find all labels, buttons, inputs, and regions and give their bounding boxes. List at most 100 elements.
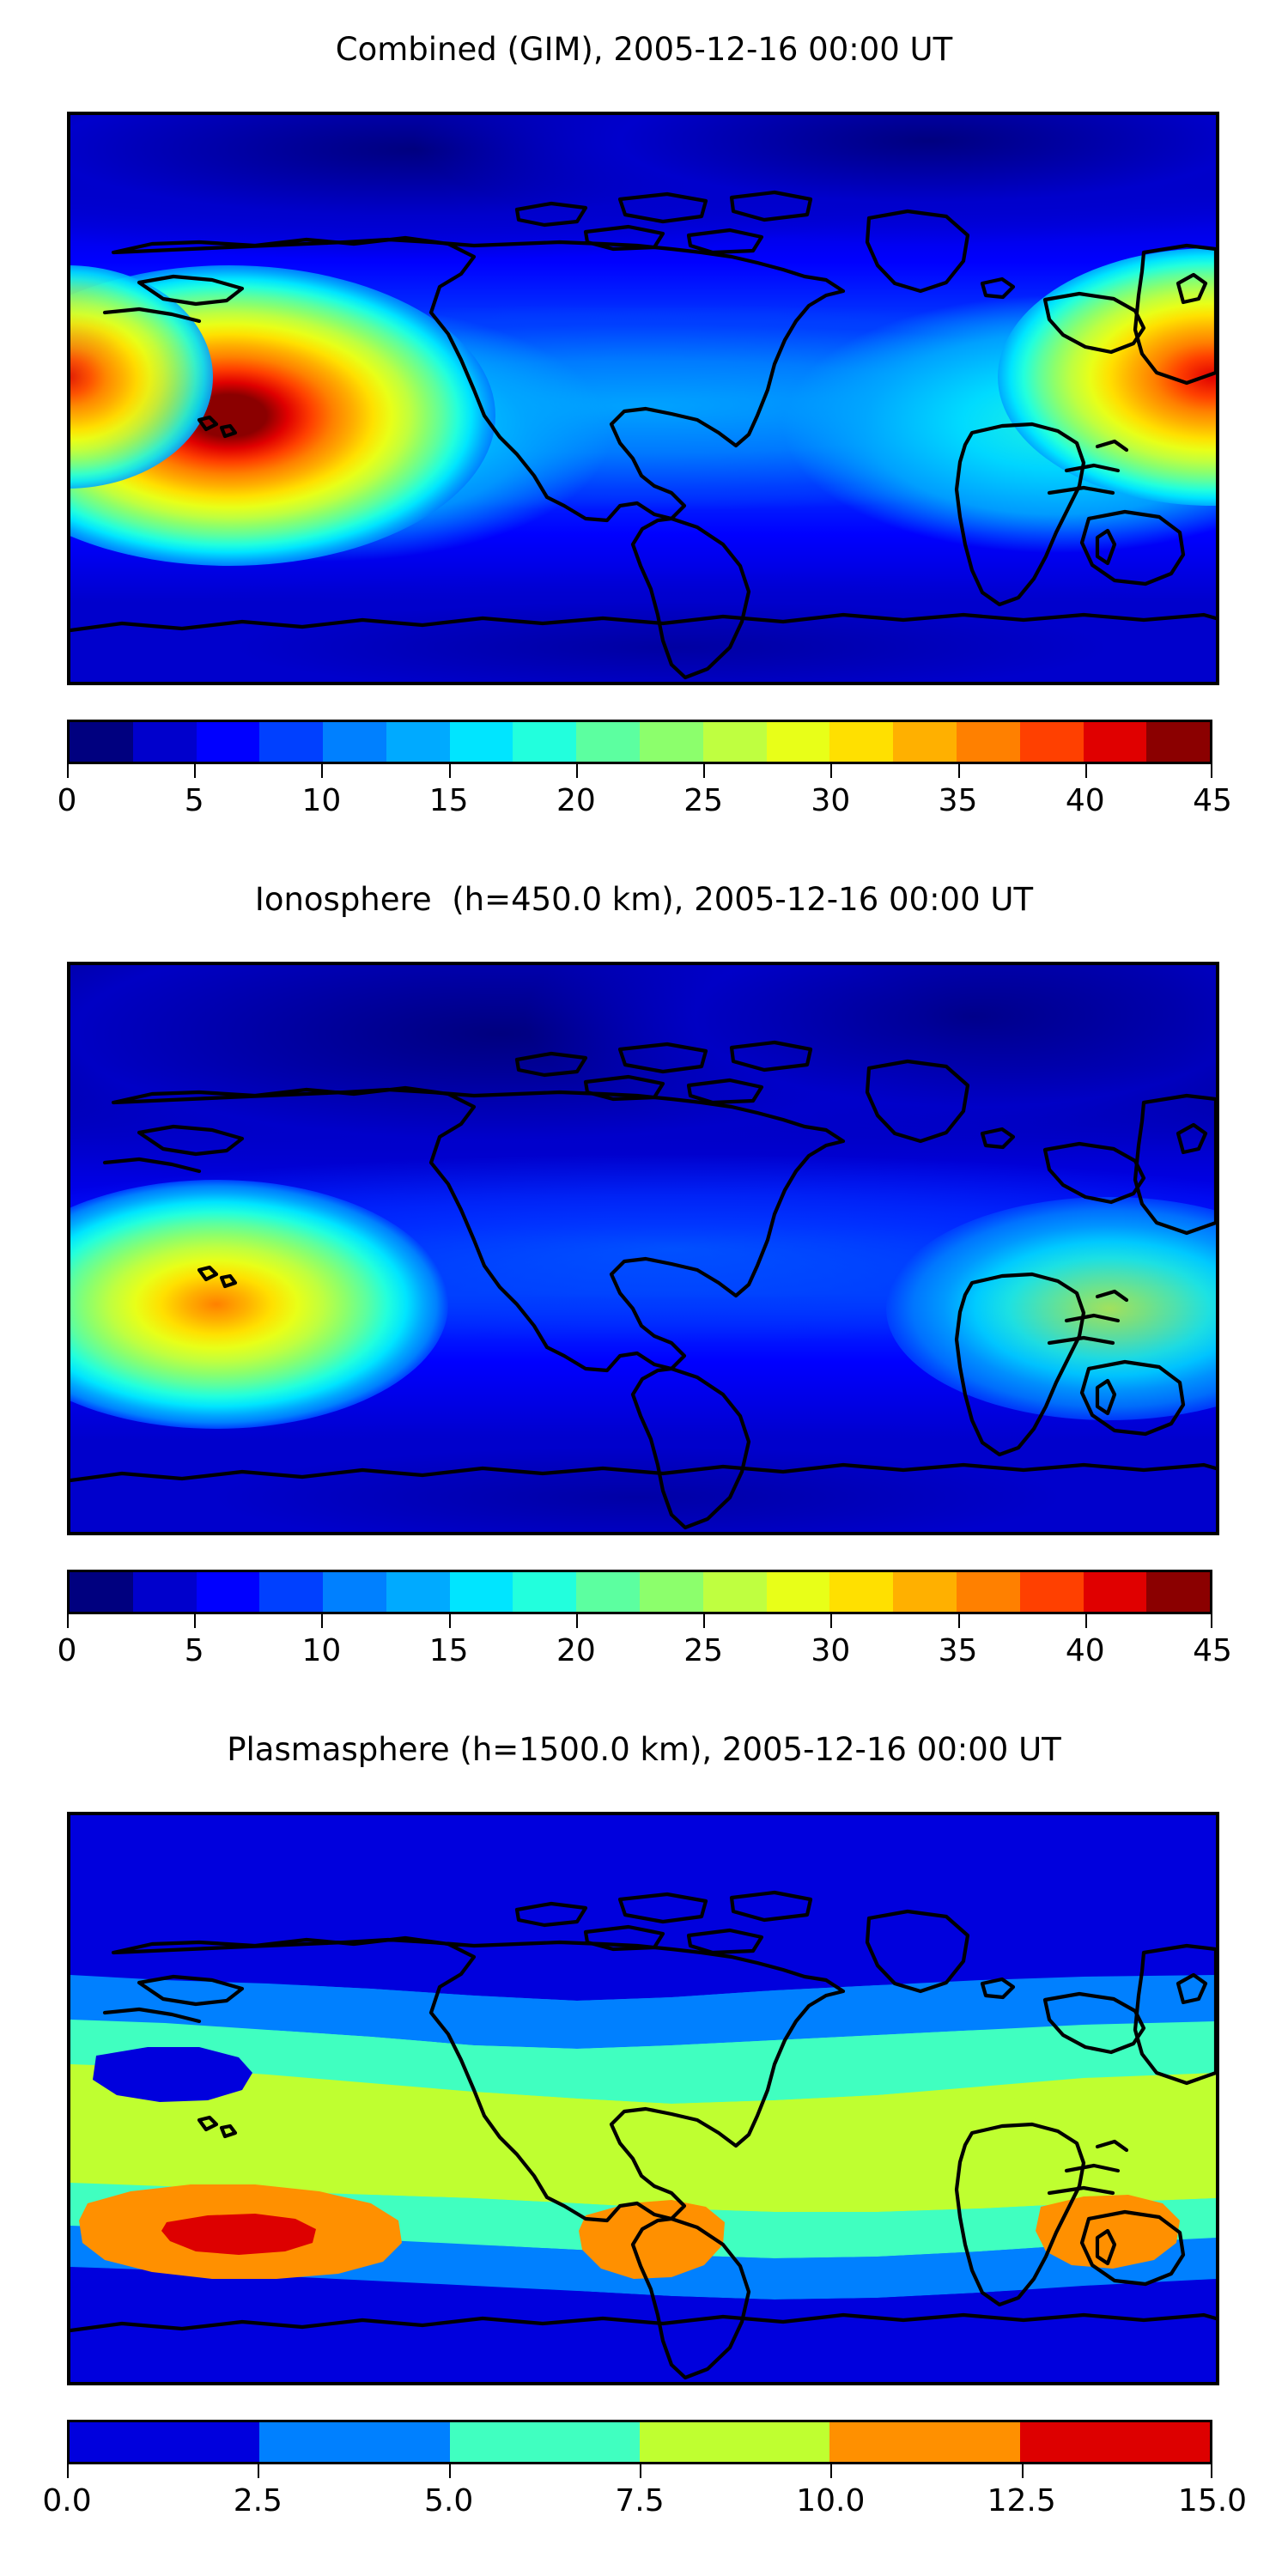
colorbar-tick-label-2: 10	[301, 1633, 342, 1668]
colorbar-tick-label-3: 15	[428, 783, 469, 818]
colorbar-segment-14	[956, 722, 1020, 762]
colorbar-tick-label-0: 0.0	[42, 2483, 92, 2518]
colorbar-segment-5	[386, 1572, 450, 1612]
colorbar-tick-9	[1211, 764, 1212, 778]
colorbar-tick-label-1: 5	[184, 1633, 204, 1668]
colorbar-tick-1	[258, 2464, 260, 2478]
colorbar-tick-4	[575, 764, 578, 778]
colorbar-segment-16	[1083, 1572, 1147, 1612]
colorbar-segment-4	[323, 1572, 386, 1612]
map-canvas-ionosphere	[70, 965, 1216, 1532]
colorbar-tick-2	[321, 764, 324, 778]
map-plasmasphere	[67, 1812, 1219, 2385]
colorbar-tick-label-4: 10.0	[796, 2483, 866, 2518]
colorbar-segment-13	[893, 1572, 957, 1612]
colorbar-segment-6	[449, 1572, 513, 1612]
colorbar-bar-ionosphere	[67, 1570, 1212, 1614]
colorbar-tick-8	[1084, 764, 1087, 778]
colorbar-tick-label-6: 30	[811, 1633, 851, 1668]
colorbar-tick-8	[1084, 1614, 1087, 1628]
colorbar-segment-4	[829, 2422, 1020, 2462]
colorbar-tick-1	[194, 1614, 197, 1628]
colorbar-tick-label-9: 45	[1193, 1633, 1232, 1668]
colorbar-segment-11	[766, 722, 830, 762]
colorbar-segment-4	[323, 722, 386, 762]
colorbar-tick-4	[575, 1614, 578, 1628]
colorbar-segment-3	[639, 2422, 830, 2462]
colorbar-tick-label-1: 5	[184, 783, 204, 818]
colorbar-tick-label-0: 0	[57, 783, 77, 818]
colorbar-ticks-combined-gim	[67, 764, 1212, 783]
colorbar-tick-2	[321, 1614, 324, 1628]
colorbar-segment-7	[513, 1572, 577, 1612]
colorbar-segment-10	[702, 1572, 767, 1612]
panel-title-ionosphere: Ionosphere (h=450.0 km), 2005-12-16 00:0…	[254, 881, 1034, 918]
colorbar-segment-1	[259, 2422, 450, 2462]
panel-ionosphere: Ionosphere (h=450.0 km), 2005-12-16 00:0…	[0, 850, 1288, 1709]
colorbar-segment-2	[196, 1572, 260, 1612]
colorbar-tick-label-1: 2.5	[233, 2483, 283, 2518]
colorbar-tick-6	[1211, 2464, 1212, 2478]
colorbar-tick-7	[957, 1614, 960, 1628]
colorbar-segment-13	[893, 722, 957, 762]
colorbar-tick-label-8: 40	[1065, 1633, 1105, 1668]
colorbar-segment-2	[449, 2422, 640, 2462]
colorbar-tick-9	[1211, 1614, 1212, 1628]
colorbar-segment-8	[576, 722, 641, 762]
colorbar-tick-7	[957, 764, 960, 778]
colorbar-segment-12	[829, 1572, 894, 1612]
colorbar-bar-plasmasphere	[67, 2420, 1212, 2464]
colorbar-segment-14	[956, 1572, 1020, 1612]
colorbar-tick-3	[640, 2464, 641, 2478]
colorbar-ionosphere: 0 5 10 15 20 25 30 35 40 45	[58, 1570, 1232, 1674]
colorbar-labels-combined-gim: 0 5 10 15 20 25 30 35 40 45	[58, 783, 1232, 824]
colorbar-segment-5	[386, 722, 450, 762]
colorbar-segment-8	[576, 1572, 641, 1612]
colorbar-tick-label-3: 15	[428, 1633, 469, 1668]
colorbar-segment-3	[259, 1572, 324, 1612]
colorbar-tick-label-9: 45	[1193, 783, 1232, 818]
colorbar-tick-3	[448, 1614, 451, 1628]
colorbar-segment-15	[1019, 722, 1084, 762]
colorbar-segment-7	[513, 722, 577, 762]
colorbar-segment-16	[1083, 722, 1147, 762]
colorbar-labels-plasmasphere: 0.0 2.5 5.0 7.5 10.0 12.5 15.0	[42, 2483, 1247, 2524]
colorbar-tick-5	[1021, 2464, 1024, 2478]
colorbar-tick-0	[67, 2464, 69, 2478]
colorbar-segment-10	[702, 722, 767, 762]
colorbar-tick-label-4: 20	[556, 1633, 596, 1668]
colorbar-segment-6	[449, 722, 513, 762]
colorbar-tick-6	[830, 764, 833, 778]
colorbar-tick-label-6: 15.0	[1177, 2483, 1248, 2518]
map-canvas-plasmasphere	[70, 1815, 1216, 2382]
colorbar-tick-label-6: 30	[811, 783, 851, 818]
colorbar-labels-ionosphere: 0 5 10 15 20 25 30 35 40 45	[58, 1633, 1232, 1674]
colorbar-segment-12	[829, 722, 894, 762]
colorbar-tick-5	[703, 1614, 706, 1628]
colorbar-segment-1	[132, 722, 197, 762]
colorbar-segment-15	[1019, 1572, 1084, 1612]
colorbar-tick-4	[830, 2464, 833, 2478]
colorbar-bar-combined-gim	[67, 720, 1212, 764]
colorbar-tick-label-4: 20	[556, 783, 596, 818]
colorbar-tick-label-8: 40	[1065, 783, 1105, 818]
colorbar-combined-gim: 0 5 10 15 20 25 30 35 40 45	[58, 720, 1232, 824]
colorbar-tick-1	[194, 764, 197, 778]
colorbar-tick-0	[67, 764, 69, 778]
colorbar-tick-3	[448, 764, 451, 778]
map-canvas-combined-gim	[70, 115, 1216, 682]
colorbar-tick-0	[67, 1614, 69, 1628]
colorbar-tick-label-5: 12.5	[987, 2483, 1056, 2518]
colorbar-tick-label-3: 7.5	[615, 2483, 665, 2518]
colorbar-segment-11	[766, 1572, 830, 1612]
colorbar-tick-label-5: 25	[683, 783, 724, 818]
colorbar-tick-6	[830, 1614, 833, 1628]
colorbar-tick-5	[703, 764, 706, 778]
colorbar-segment-17	[1146, 1572, 1210, 1612]
panel-title-combined-gim: Combined (GIM), 2005-12-16 00:00 UT	[335, 31, 953, 68]
colorbar-segment-1	[132, 1572, 197, 1612]
colorbar-segment-9	[640, 722, 703, 762]
map-combined-gim	[67, 112, 1219, 685]
colorbar-segment-0	[70, 722, 133, 762]
